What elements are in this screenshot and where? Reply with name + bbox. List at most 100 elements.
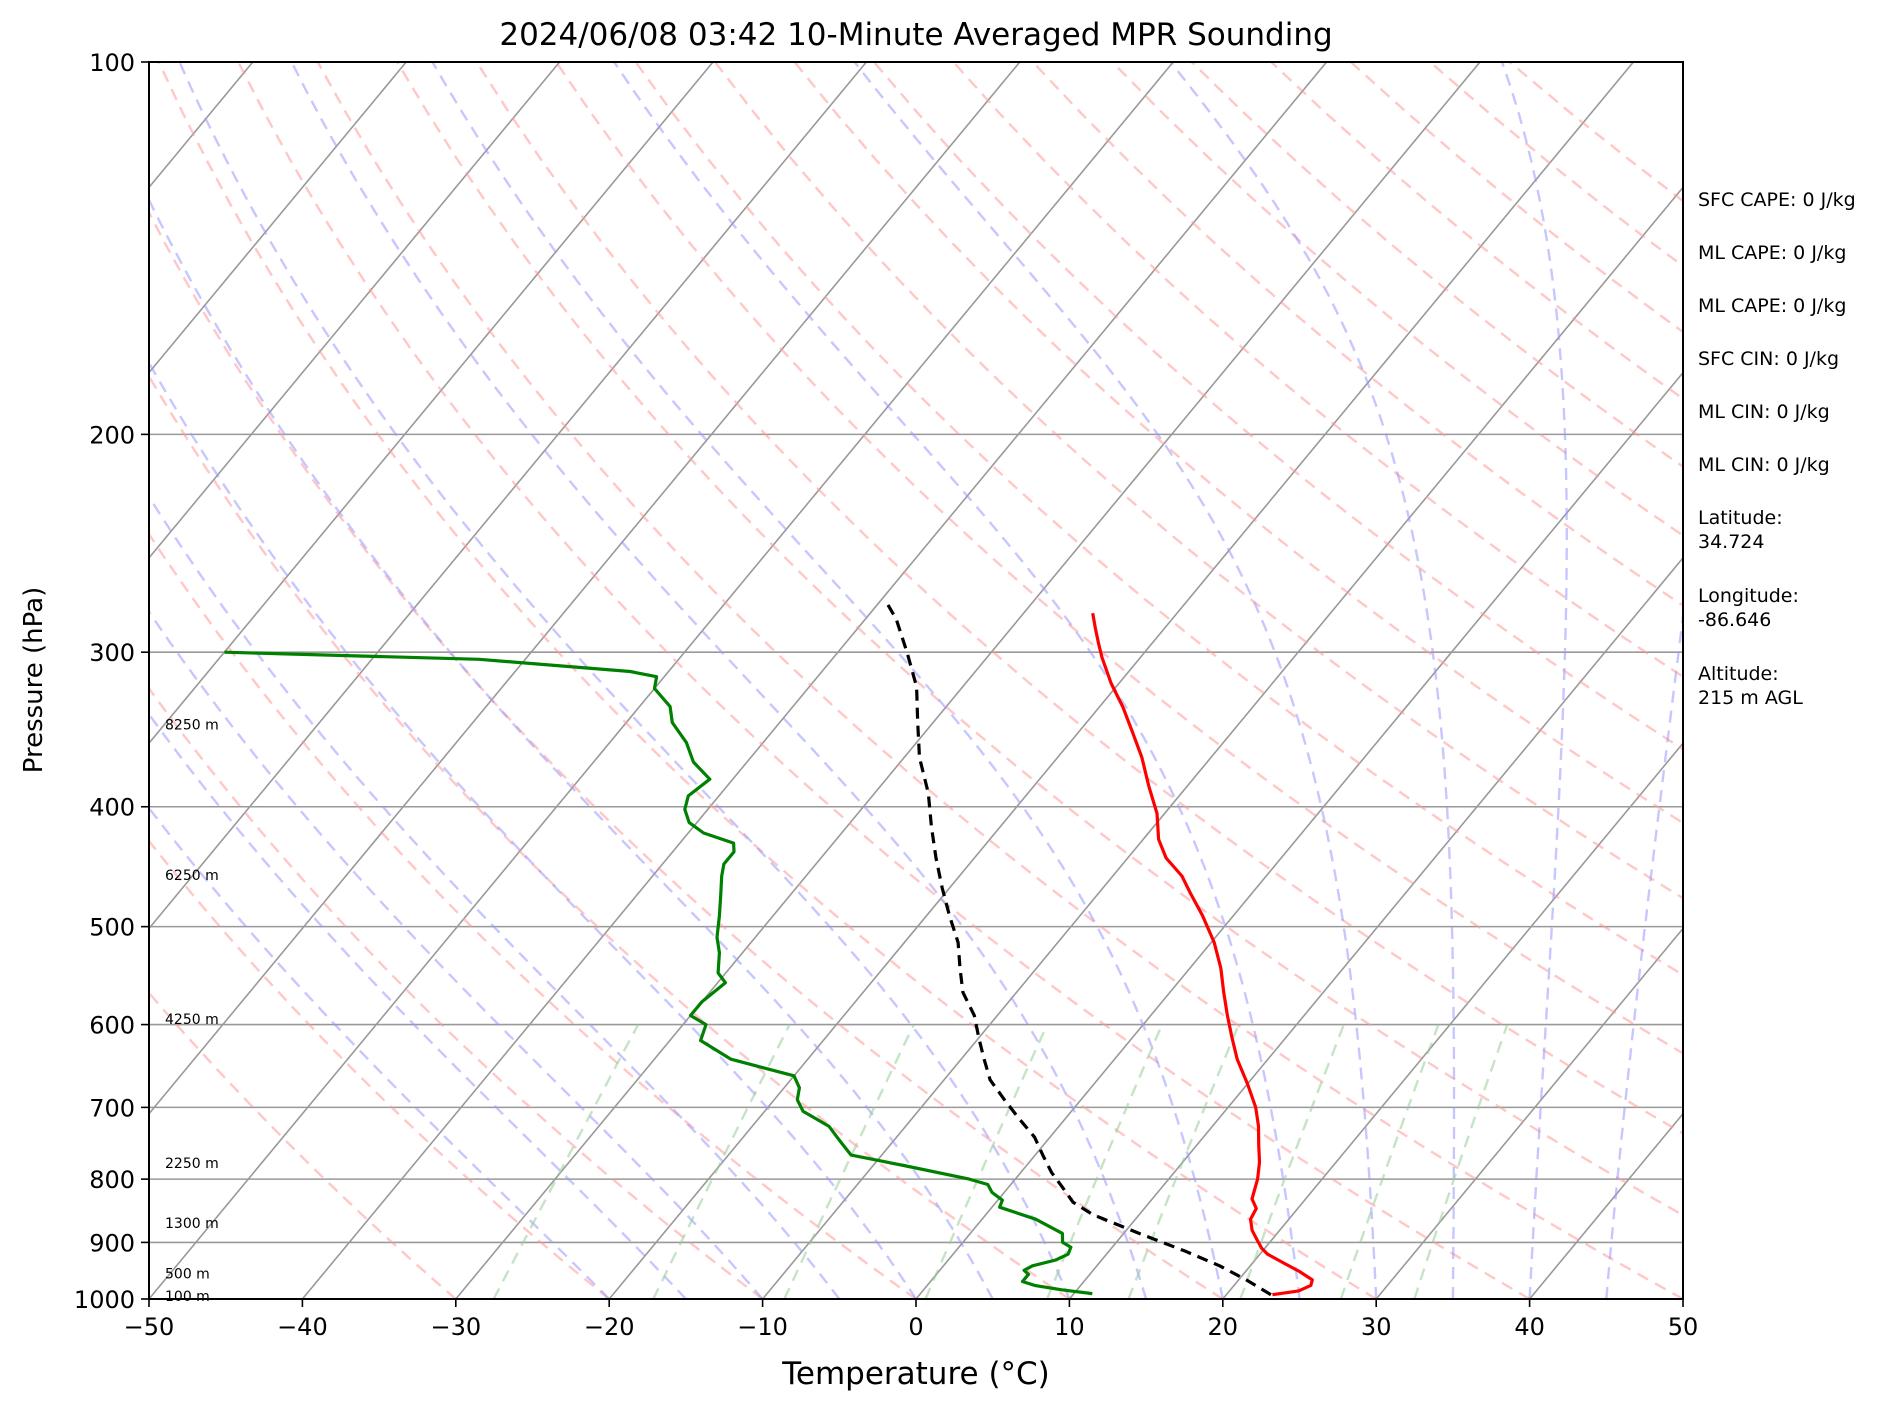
isotherm-line xyxy=(149,62,868,930)
height-label: 1300 m xyxy=(165,1216,219,1232)
sfc-cin-text: SFC CIN: 0 J/kg xyxy=(1698,348,1840,370)
y-tick-label: 400 xyxy=(89,794,135,822)
x-tick-label: 30 xyxy=(1361,1313,1392,1341)
isotherm-line xyxy=(761,186,1683,1299)
x-tick-label: 10 xyxy=(1054,1313,1085,1341)
height-label: 8250 m xyxy=(165,718,219,734)
moist-adiabat-line xyxy=(149,494,841,1299)
dry-adiabat-line xyxy=(149,991,457,1299)
ml-cape-text: ML CAPE: 0 J/kg xyxy=(1698,242,1847,264)
mixing-ratio-line xyxy=(1045,1024,1164,1299)
dry-adiabat-line xyxy=(872,62,1683,751)
moist-adiabat-line xyxy=(431,62,1224,1299)
x-axis-label: Temperature (°C) xyxy=(781,1356,1050,1392)
mixing-ratio-line xyxy=(1127,1024,1240,1299)
longitude-block: Longitude: -86.646 xyxy=(1698,584,1888,632)
dry-adiabat-line xyxy=(475,62,1683,1135)
dry-adiabat-line xyxy=(149,373,1071,1299)
dry-adiabat-line xyxy=(714,62,1683,900)
isotherm-line xyxy=(149,62,1021,1115)
height-label: 6250 m xyxy=(165,868,219,884)
dry-adiabat-line xyxy=(555,62,1683,1055)
temperature-line xyxy=(1091,612,1314,1297)
x-tick-label: 50 xyxy=(1668,1313,1699,1341)
moist-adiabat-line xyxy=(149,197,994,1299)
mixing-ratio-line xyxy=(783,1024,915,1299)
isotherm-line xyxy=(1375,927,1683,1299)
side-panel: SFC CAPE: 0 J/kg ML CAPE: 0 J/kg ML CAPE… xyxy=(1698,188,1888,740)
isotherm-line xyxy=(301,62,1328,1299)
height-label: 500 m xyxy=(165,1266,210,1282)
isotherm-line xyxy=(149,62,714,745)
mixing-ratio-line xyxy=(924,1024,1049,1299)
dry-adiabat-line xyxy=(396,62,1683,1217)
y-tick-label: 700 xyxy=(89,1094,135,1122)
y-tick-label: 300 xyxy=(89,639,135,667)
mixing-ratio-line xyxy=(1339,1024,1440,1299)
isotherm-line xyxy=(149,62,407,374)
sfc-cape-text: SFC CAPE: 0 J/kg xyxy=(1698,189,1856,211)
y-tick-label: 200 xyxy=(89,421,135,449)
mixing-ratio-line xyxy=(652,1024,791,1299)
moist-adiabat-line xyxy=(149,712,687,1299)
x-tick-label: 40 xyxy=(1514,1313,1545,1341)
moist-adiabat-line xyxy=(1169,62,1456,1299)
moist-adiabat-line xyxy=(1500,62,1568,1299)
moist-adiabat-line xyxy=(149,806,611,1299)
height-label: 2250 m xyxy=(165,1156,219,1172)
isotherm-line xyxy=(1068,556,1683,1299)
latitude-value: 34.724 xyxy=(1698,531,1765,553)
y-tick-label: 600 xyxy=(89,1012,135,1040)
height-labels: 8250 m 6250 m 4250 m 2250 m 1300 m 500 m 100 m xyxy=(165,718,219,1305)
latitude-block: Latitude: 34.724 xyxy=(1698,506,1888,554)
latitude-label: Latitude: xyxy=(1698,507,1783,529)
moist-adiabat-line xyxy=(149,609,764,1299)
longitude-label: Longitude: xyxy=(1698,585,1799,607)
x-tick-label: −40 xyxy=(277,1313,328,1341)
mixing-ratio-line xyxy=(492,1024,640,1299)
axis-ticks: −50 −40 −30 −20 −10 0 10 20 30 40 50 100 200 300 400 50… xyxy=(74,49,1698,1341)
isotherm-line xyxy=(915,371,1683,1299)
x-tick-label: 0 xyxy=(908,1313,923,1341)
background-lines xyxy=(0,62,1683,1299)
dry-adiabat-line xyxy=(634,62,1683,977)
altitude-value: 215 m AGL xyxy=(1698,687,1803,709)
ml-cape-text-2: ML CAPE: 0 J/kg xyxy=(1698,295,1847,317)
y-axis-label: Pressure (hPa) xyxy=(19,587,49,774)
moist-adiabat-line xyxy=(149,360,918,1299)
x-tick-label: 20 xyxy=(1208,1313,1239,1341)
moist-adiabat-line xyxy=(178,62,1071,1299)
data-series xyxy=(224,600,1314,1297)
dry-adiabat-line xyxy=(149,686,764,1299)
dry-adiabat-line xyxy=(149,531,917,1299)
isotherm-line xyxy=(1222,741,1683,1299)
dewpoint-line xyxy=(224,650,1093,1296)
dry-adiabat-line xyxy=(149,209,1224,1299)
y-tick-label: 100 xyxy=(89,49,135,77)
y-tick-label: 1000 xyxy=(74,1286,135,1314)
dry-adiabat-line xyxy=(149,839,610,1299)
longitude-value: -86.646 xyxy=(1698,609,1772,631)
isotherm-line xyxy=(0,62,99,1299)
x-tick-label: −10 xyxy=(737,1313,788,1341)
moist-adiabat-line xyxy=(853,62,1378,1299)
isotherm-line xyxy=(608,62,1635,1299)
x-tick-label: −20 xyxy=(584,1313,635,1341)
y-tick-label: 900 xyxy=(89,1229,135,1257)
y-tick-label: 800 xyxy=(89,1166,135,1194)
mixing-ratio-line xyxy=(1239,1024,1346,1299)
altitude-label: Altitude: xyxy=(1698,663,1779,685)
altitude-block: Altitude: 215 m AGL xyxy=(1698,662,1888,710)
dry-adiabat-line xyxy=(316,62,1683,1299)
isotherm-line xyxy=(149,62,1174,1299)
x-tick-label: −30 xyxy=(430,1313,481,1341)
height-label: 4250 m xyxy=(165,1012,219,1028)
isotherm-line xyxy=(455,62,1481,1299)
chart-title: 2024/06/08 03:42 10-Minute Averaged MPR … xyxy=(499,17,1332,53)
ml-cin-text: ML CIN: 0 J/kg xyxy=(1698,401,1830,423)
dry-adiabat-line xyxy=(793,62,1683,825)
mixing-ratio-line xyxy=(1413,1024,1509,1299)
ml-cin-text-2: ML CIN: 0 J/kg xyxy=(1698,454,1830,476)
dry-adiabat-line xyxy=(237,62,1531,1299)
